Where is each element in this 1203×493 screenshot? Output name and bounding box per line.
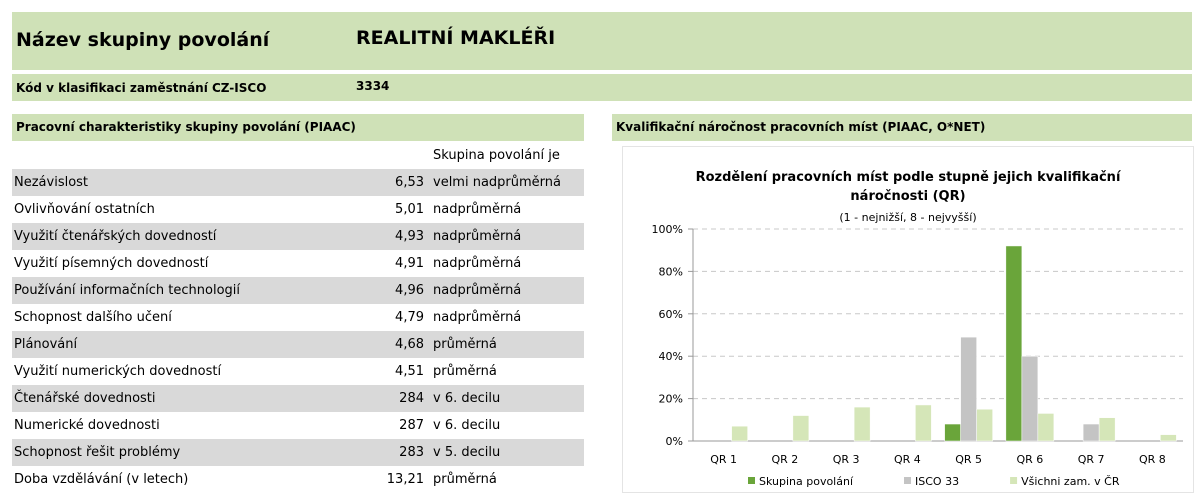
row-value: 4,91 [395, 256, 424, 271]
table-row: Doba vzdělávání (v letech) 13,21 průměrná [12, 466, 584, 493]
row-value: 287 [399, 418, 424, 433]
row-label: Schopnost dalšího učení [14, 310, 172, 325]
row-value: 283 [399, 445, 424, 460]
row-value: 5,01 [395, 202, 424, 217]
row-rating: velmi nadprůměrná [433, 175, 561, 190]
bar [853, 406, 871, 442]
x-tick-label: QR 4 [894, 453, 921, 466]
bar [960, 336, 977, 442]
legend-swatch [1010, 477, 1018, 484]
x-tick-label: QR 2 [771, 453, 798, 466]
table-title: Pracovní charakteristiky skupiny povolán… [12, 114, 584, 141]
row-rating: nadprůměrná [433, 283, 522, 298]
table-row: Numerické dovednosti 287 v 6. decilu [12, 412, 584, 439]
row-rating: nadprůměrná [433, 256, 522, 271]
row-value: 4,51 [395, 364, 424, 379]
row-rating: průměrná [433, 337, 497, 352]
row-rating: v 6. decilu [433, 391, 501, 406]
code: 3334 [356, 79, 390, 93]
row-rating: nadprůměrná [433, 310, 522, 325]
row-rating: nadprůměrná [433, 229, 522, 244]
row-rating: v 6. decilu [433, 418, 501, 433]
row-label: Ovlivňování ostatních [14, 202, 155, 217]
bar [1005, 245, 1023, 442]
table-row: Ovlivňování ostatních 5,01 nadprůměrná [12, 196, 584, 223]
y-tick-label: 100% [652, 223, 683, 236]
bar [976, 408, 993, 442]
code-row: Kód v klasifikaci zaměstnání CZ-ISCO 333… [12, 74, 1192, 101]
y-tick-label: 40% [659, 350, 683, 363]
y-tick-label: 0% [666, 435, 683, 448]
table-row: Nezávislost 6,53 velmi nadprůměrná [12, 169, 584, 196]
x-tick-label: QR 7 [1078, 453, 1105, 466]
row-label: Numerické dovednosti [14, 418, 160, 433]
x-tick-label: QR 3 [833, 453, 860, 466]
row-rating: průměrná [433, 364, 497, 379]
y-tick-label: 80% [659, 265, 683, 278]
row-value: 4,96 [395, 283, 424, 298]
y-tick-label: 60% [659, 308, 683, 321]
header-row: Název skupiny povolání REALITNÍ MAKLÉŘI [12, 12, 1192, 70]
table-row: Schopnost dalšího učení 4,79 nadprůměrná [12, 304, 584, 331]
legend-swatch [904, 477, 912, 484]
x-tick-label: QR 6 [1016, 453, 1043, 466]
bar [792, 415, 810, 442]
table-row: Využití čtenářských dovedností 4,93 nadprů… [12, 223, 584, 250]
table-row: Plánování 4,68 průměrná [12, 331, 584, 358]
row-value: 6,53 [395, 175, 424, 190]
row-value: 284 [399, 391, 424, 406]
row-label: Plánování [14, 337, 78, 352]
table-row: Využití písemných dovedností 4,91 nadprůmě… [12, 250, 584, 277]
legend-label: Skupina povolání [759, 475, 854, 488]
row-value: 13,21 [386, 472, 424, 487]
chart: Rozdělení pracovních míst podle stupně j… [622, 146, 1194, 493]
chart-title: Rozdělení pracovních míst podle stupně j… [696, 170, 1122, 204]
chart-section-title: Kvalifikační náročnost pracovních míst (… [612, 114, 1192, 141]
column-header-row: Skupina povolání je [12, 142, 584, 169]
bar [1160, 434, 1177, 442]
bar [1037, 413, 1055, 442]
legend-label: ISCO 33 [915, 475, 959, 488]
column-header: Skupina povolání je [433, 148, 560, 163]
table-row: Využití numerických dovedností 4,51 průměr… [12, 358, 584, 385]
bar [1098, 417, 1116, 442]
legend-swatch [748, 477, 755, 484]
y-tick-label: 20% [659, 393, 683, 406]
chart-subtitle: (1 - nejnižší, 8 - nejvyšší) [839, 211, 976, 224]
table-row: Schopnost řešit problémy 283 v 5. decilu [12, 439, 584, 466]
row-label: Využití písemných dovedností [14, 256, 209, 271]
row-label: Čtenářské dovednosti [14, 391, 156, 406]
row-rating: průměrná [433, 472, 497, 487]
row-value: 4,68 [395, 337, 424, 352]
bar [1082, 423, 1100, 442]
row-value: 4,93 [395, 229, 424, 244]
row-label: Schopnost řešit problémy [14, 445, 181, 460]
bar [944, 423, 961, 442]
row-label: Používání informačních technologií [14, 283, 241, 298]
row-label: Využití numerických dovedností [14, 364, 222, 379]
row-value: 4,79 [395, 310, 424, 325]
bar [1021, 355, 1039, 442]
row-label: Doba vzdělávání (v letech) [14, 472, 189, 487]
group-label: Název skupiny povolání [16, 29, 270, 51]
x-tick-label: QR 5 [955, 453, 982, 466]
legend-label: Všichni zam. v ČR [1021, 475, 1120, 488]
row-label: Nezávislost [14, 175, 89, 190]
row-rating: nadprůměrná [433, 202, 522, 217]
bar [731, 425, 748, 442]
x-tick-label: QR 8 [1139, 453, 1166, 466]
table-row: Čtenářské dovednosti 284 v 6. decilu [12, 385, 584, 412]
x-tick-label: QR 1 [710, 453, 737, 466]
row-rating: v 5. decilu [433, 445, 501, 460]
group-name: REALITNÍ MAKLÉŘI [356, 27, 556, 49]
code-label: Kód v klasifikaci zaměstnání CZ-ISCO [16, 81, 267, 95]
row-label: Využití čtenářských dovedností [14, 229, 217, 244]
bar [915, 404, 932, 442]
table-row: Používání informačních technologií 4,96 na… [12, 277, 584, 304]
